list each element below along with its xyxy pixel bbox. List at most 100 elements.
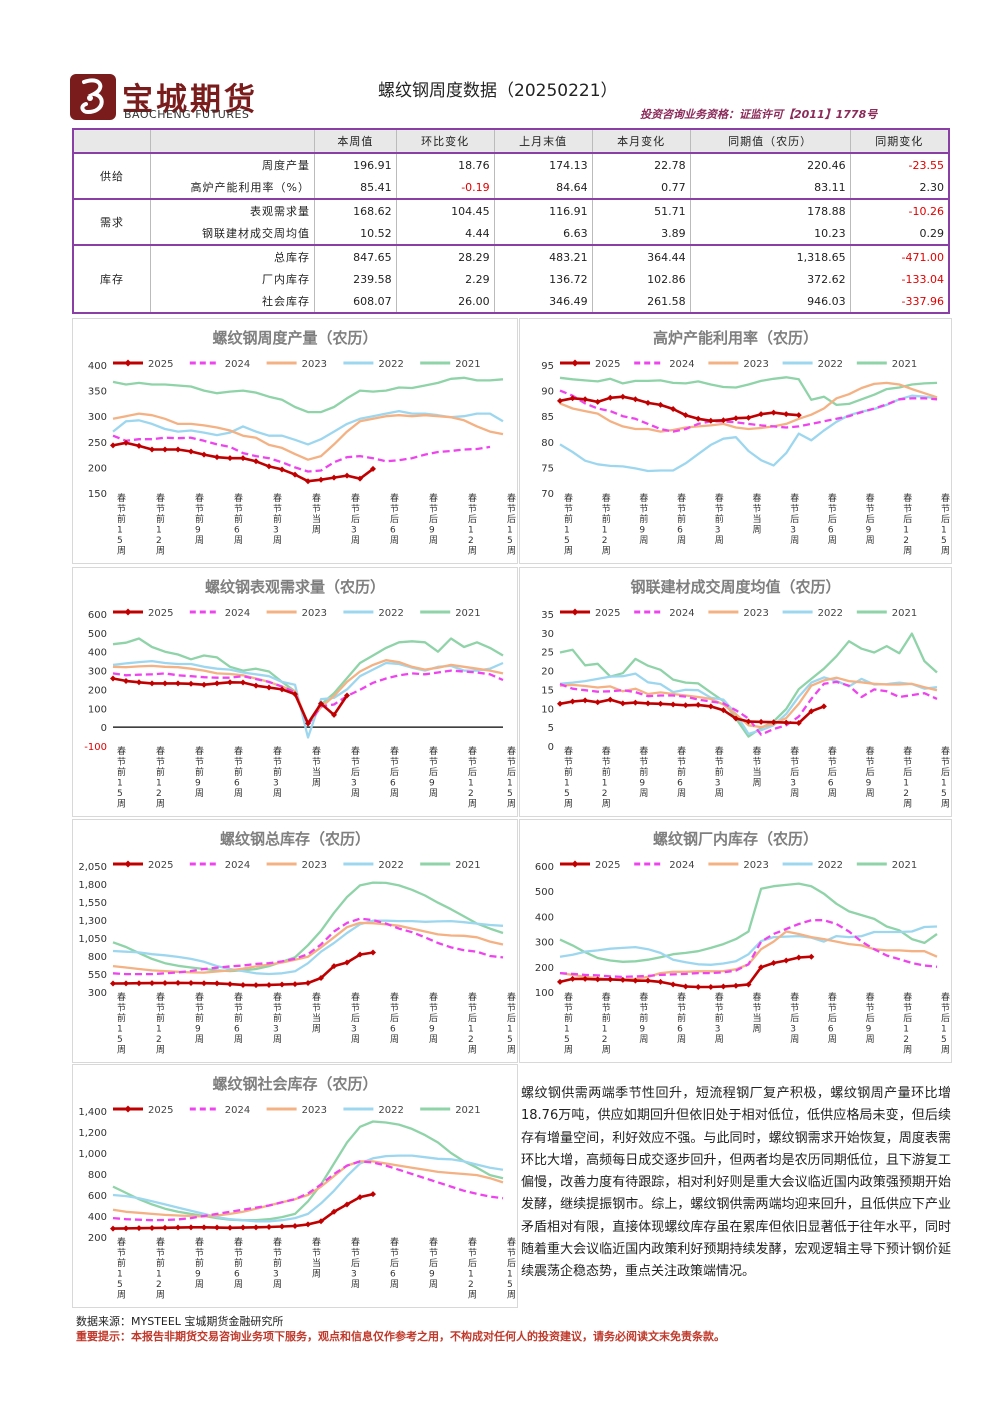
data-point-2025: [253, 1224, 259, 1231]
data-point-2025: [162, 680, 168, 687]
value-cell: 83.11: [689, 176, 851, 199]
data-point-2025: [795, 719, 802, 726]
data-point-2025: [644, 977, 651, 984]
value-cell: -0.19: [395, 176, 495, 199]
x-tick-label: 春节当周: [753, 745, 762, 789]
chart-legend: 2025 2024 2023 2022 2021: [113, 359, 481, 370]
x-tick-label: 春节前 3 周: [273, 492, 282, 546]
x-tick-label: 春节后 1 2 周: [468, 492, 477, 557]
x-tick-label: 春节前 6 周: [677, 991, 686, 1045]
x-tick-label: 春节前 6 周: [234, 492, 243, 546]
data-point-2025: [670, 406, 677, 413]
legend-label: 2021: [455, 860, 480, 871]
data-point-2025: [175, 979, 181, 986]
legend-label: 2023: [743, 359, 768, 370]
value-cell: 0.29: [849, 222, 949, 245]
data-point-2025: [632, 396, 639, 403]
data-point-2025: [214, 454, 220, 461]
data-point-2025: [783, 411, 790, 418]
company-logo: [70, 74, 116, 120]
data-point-2025: [214, 1224, 220, 1231]
data-point-2025: [795, 412, 802, 419]
x-tick-label: 春节前 6 周: [234, 1236, 243, 1290]
value-cell: -10.26: [849, 199, 949, 222]
chart-title: 螺纹钢总库存（农历）: [220, 830, 370, 848]
data-point-2025: [162, 980, 168, 986]
data-point-2025: [175, 1224, 181, 1231]
data-point-2025: [149, 680, 155, 687]
table-row: 高炉产能利用率（%） 85.41 -0.19 84.64 0.77 83.11 2.30: [73, 176, 949, 199]
series-line-2021: [559, 632, 938, 738]
data-point-2025: [318, 1218, 324, 1225]
logo-english-name: BAOCHENG FUTURES: [124, 108, 250, 121]
data-point-2025: [594, 699, 601, 706]
series-line-2021: [112, 376, 504, 414]
value-cell: 261.58: [591, 290, 691, 313]
data-point-2025: [682, 412, 689, 419]
y-tick-label: 75: [541, 463, 554, 474]
data-point-2025: [569, 975, 576, 982]
series-line-2022: [559, 925, 938, 966]
x-tick-label: 春节后 6 周: [390, 745, 399, 799]
y-tick-label: 1,050: [78, 934, 107, 945]
x-tick-label: 春节前 9 周: [195, 1236, 204, 1290]
data-point-2025: [357, 1194, 363, 1201]
data-point-2025: [279, 1223, 285, 1230]
data-point-2025: [344, 692, 350, 699]
chart-legend: 2025 2024 2023 2022 2021: [560, 608, 917, 619]
y-tick-label: 550: [88, 970, 107, 981]
data-point-2025: [331, 963, 337, 970]
series-line-2024: [559, 680, 938, 736]
col-header: 本月变化: [591, 129, 691, 153]
x-tick-label: 春节前 3 周: [715, 745, 724, 799]
value-cell: 364.44: [591, 245, 691, 268]
data-point-2025: [795, 954, 802, 961]
legend-label: 2025: [148, 359, 173, 370]
legend-label: 2025: [595, 860, 620, 871]
col-header: 上月末值: [493, 129, 593, 153]
y-tick-label: 80: [541, 438, 554, 449]
data-point-2025: [318, 700, 324, 707]
x-tick-label: 春节前 1 5 周: [117, 991, 126, 1056]
x-tick-label: 春节后 9 周: [429, 492, 438, 546]
x-tick-label: 春节前 3 周: [715, 991, 724, 1045]
legend-label: 2022: [818, 608, 843, 619]
legend-label: 2021: [455, 608, 480, 619]
x-tick-label: 春节前 9 周: [195, 492, 204, 546]
data-point-2025: [331, 474, 337, 481]
y-tick-label: 300: [88, 988, 107, 999]
chart-panel-factory-inventory: 螺纹钢厂内库存（农历） 2025 2024 2023 2022 2021 100 200 300…: [519, 819, 952, 1063]
col-header: 本周值: [314, 129, 397, 153]
legend-label: 2022: [818, 359, 843, 370]
data-point-2025: [808, 953, 815, 960]
data-point-2025: [344, 472, 350, 479]
data-point-2025: [569, 395, 576, 402]
chart-panel-total-inventory: 螺纹钢总库存（农历） 2025 2024 2023 2022 2021 300 550 800 1…: [72, 819, 518, 1063]
item-cell: 表观需求量: [250, 205, 310, 218]
legend-label: 2021: [892, 608, 917, 619]
x-tick-label: 春节后 1 2 周: [903, 991, 912, 1056]
data-point-2025: [136, 679, 142, 686]
data-point-2025: [569, 698, 576, 705]
x-tick-label: 春节当周: [312, 1236, 321, 1280]
legend-label: 2024: [225, 860, 250, 871]
series-line-2022: [559, 394, 938, 473]
data-point-2025: [149, 1224, 155, 1231]
x-tick-label: 春节前 3 周: [273, 991, 282, 1045]
x-tick-label: 春节后 3 周: [351, 492, 360, 546]
x-tick-label: 春节当周: [753, 991, 762, 1035]
y-tick-label: 15: [541, 685, 554, 696]
data-point-2025: [227, 981, 233, 988]
x-tick-label: 春节前 1 2 周: [156, 492, 165, 557]
x-tick-label: 春节前 3 周: [273, 745, 282, 799]
value-cell: 0.77: [591, 176, 691, 199]
y-tick-label: 300: [88, 412, 107, 423]
y-tick-label: 800: [88, 952, 107, 963]
data-point-2025: [732, 715, 739, 722]
legend-label: 2022: [818, 860, 843, 871]
chart-panel-apparent-demand: 螺纹钢表观需求量（农历） 2025 2024 2023 2022 2021 -100 0 100…: [72, 567, 518, 817]
logo-chinese-name: 宝城期货: [122, 82, 258, 118]
x-tick-label: 春节后 1 5 周: [941, 745, 950, 810]
value-cell: 346.49: [493, 290, 593, 313]
x-tick-label: 春节前 3 周: [273, 1236, 282, 1290]
